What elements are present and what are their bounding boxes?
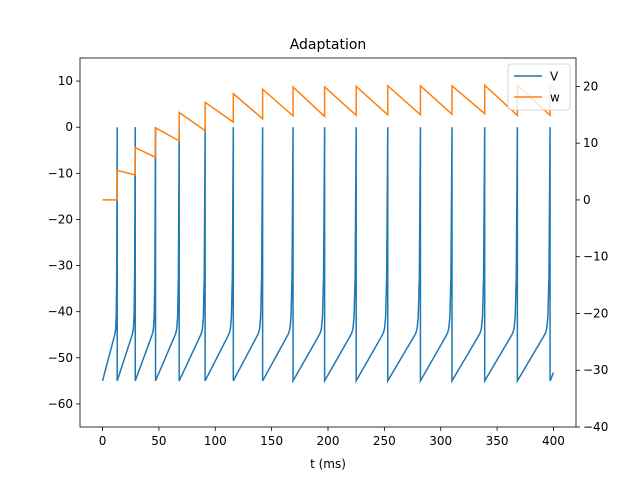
y-left-tick-label: 10 (58, 74, 73, 88)
y-right-tick-label: −20 (583, 306, 608, 320)
y-left-tick-label: −30 (48, 259, 73, 273)
y-right-tick-label: −10 (583, 250, 608, 264)
legend: Vw (507, 63, 571, 111)
plot-frame (79, 57, 577, 428)
y-axis-right: −40 −30 −20 −10 0 10 20 (576, 79, 608, 434)
chart-title: Adaptation (290, 37, 367, 53)
series-layer (101, 83, 555, 384)
legend-label-V: V (550, 70, 559, 84)
series-line-w (102, 83, 554, 201)
x-tick-label: 400 (542, 434, 565, 448)
y-right-tick-label: −40 (583, 420, 608, 434)
legend-label-w: w (550, 91, 560, 105)
y-left-tick-label: −20 (48, 212, 73, 226)
series-line-V (101, 127, 555, 384)
y-right-tick-label: 10 (583, 136, 598, 150)
x-tick-label: 300 (429, 434, 452, 448)
y-left-tick-label: −60 (48, 397, 73, 411)
y-right-tick-label: 0 (583, 193, 591, 207)
x-axis-label: t (ms) (310, 457, 346, 471)
y-axis-left: −60 −50 −40 −30 −20 −10 0 10 (48, 74, 80, 411)
x-tick-label: 100 (204, 434, 227, 448)
x-tick-label: 150 (260, 434, 283, 448)
y-left-tick-label: 0 (65, 120, 73, 134)
y-left-tick-label: −10 (48, 166, 73, 180)
y-left-tick-label: −40 (48, 305, 73, 319)
x-tick-label: 250 (373, 434, 396, 448)
y-right-tick-label: −30 (583, 363, 608, 377)
x-tick-label: 200 (317, 434, 340, 448)
x-tick-label: 350 (486, 434, 509, 448)
x-axis: 0 50 100 150 200 250 300 350 400 (99, 427, 565, 448)
y-left-tick-label: −50 (48, 351, 73, 365)
x-tick-label: 50 (151, 434, 166, 448)
y-right-tick-label: 20 (583, 79, 598, 93)
legend-box (507, 63, 571, 111)
x-tick-label: 0 (99, 434, 107, 448)
